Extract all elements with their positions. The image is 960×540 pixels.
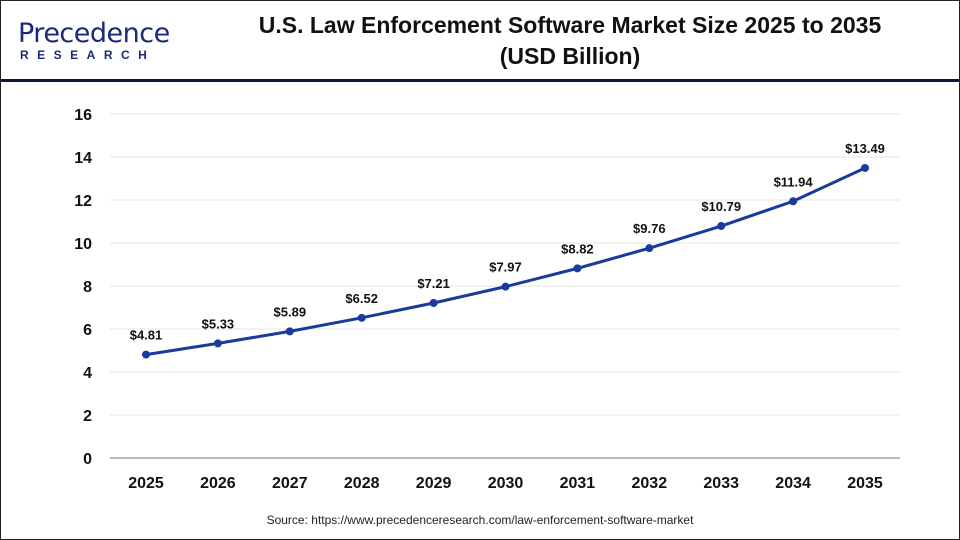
y-tick-label: 12 bbox=[74, 193, 92, 210]
y-tick-label: 16 bbox=[74, 107, 92, 124]
y-tick-label: 10 bbox=[74, 236, 92, 253]
data-point bbox=[789, 197, 798, 206]
data-label: $9.76 bbox=[633, 221, 666, 236]
data-label: $11.94 bbox=[774, 174, 814, 189]
y-tick-label: 14 bbox=[74, 150, 92, 167]
y-tick-label: 8 bbox=[83, 279, 92, 296]
x-tick-label: 2030 bbox=[488, 475, 524, 492]
x-tick-label: 2034 bbox=[775, 475, 811, 492]
data-point bbox=[213, 339, 222, 348]
source-note: Source: https://www.precedenceresearch.c… bbox=[266, 513, 694, 527]
chart-title: U.S. Law Enforcement Software Market Siz… bbox=[180, 10, 960, 72]
data-label: $13.49 bbox=[845, 141, 885, 156]
x-tick-label: 2026 bbox=[200, 475, 236, 492]
header-divider bbox=[1, 79, 959, 82]
y-tick-label: 0 bbox=[83, 451, 92, 468]
logo: Precedence RESEARCH bbox=[18, 18, 170, 62]
x-tick-label: 2025 bbox=[128, 475, 164, 492]
data-label: $7.21 bbox=[417, 276, 450, 291]
x-tick-label: 2033 bbox=[703, 475, 739, 492]
y-tick-label: 4 bbox=[83, 365, 92, 382]
data-point bbox=[429, 298, 438, 307]
x-tick-label: 2035 bbox=[847, 475, 883, 492]
data-label: $8.82 bbox=[561, 241, 594, 256]
data-point bbox=[717, 222, 726, 231]
data-point bbox=[573, 264, 582, 273]
x-tick-label: 2028 bbox=[344, 475, 380, 492]
x-tick-label: 2031 bbox=[560, 475, 596, 492]
y-tick-label: 6 bbox=[83, 322, 92, 339]
data-label: $6.52 bbox=[345, 291, 378, 306]
title-main: U.S. Law Enforcement Software Market Siz… bbox=[258, 12, 882, 38]
x-tick-label: 2029 bbox=[416, 475, 452, 492]
x-tick-label: 2032 bbox=[632, 475, 668, 492]
data-point bbox=[645, 244, 654, 253]
x-tick-label: 2027 bbox=[272, 475, 308, 492]
title-unit: (USD Billion) bbox=[499, 43, 641, 69]
data-point bbox=[501, 282, 510, 291]
data-point bbox=[861, 163, 869, 172]
y-tick-label: 2 bbox=[83, 408, 92, 425]
data-point bbox=[357, 313, 366, 322]
data-label: $5.33 bbox=[202, 316, 235, 331]
data-label: $5.89 bbox=[274, 304, 307, 319]
data-label: $7.97 bbox=[489, 260, 522, 275]
data-point bbox=[285, 327, 294, 336]
data-label: $4.81 bbox=[130, 328, 163, 343]
logo-sub: RESEARCH bbox=[20, 48, 156, 62]
data-point bbox=[142, 350, 150, 359]
data-label: $10.79 bbox=[701, 199, 741, 214]
logo-name: Precedence bbox=[18, 18, 170, 49]
